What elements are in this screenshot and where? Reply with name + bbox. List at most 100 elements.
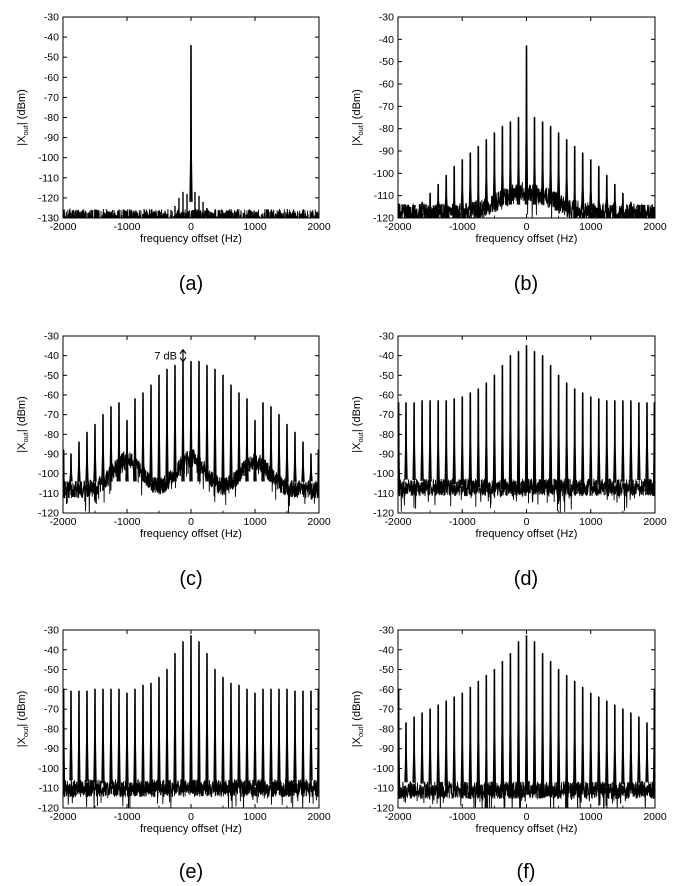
spectral-peak [605, 700, 609, 787]
y-tick-label: -130 [38, 213, 59, 225]
spectral-peak [556, 132, 561, 205]
y-axis-label: |Xout| (dBm) [351, 89, 365, 146]
x-tick-label: -2000 [385, 516, 412, 528]
x-tick-label: 0 [524, 811, 530, 823]
x-axis-label: frequency offset (Hz) [140, 528, 242, 540]
x-tick-label: -1000 [114, 811, 141, 823]
spectral-peak [412, 716, 416, 783]
spectral-peak [221, 676, 225, 790]
y-tick-label: -80 [44, 112, 59, 124]
x-axis-label: frequency offset (Hz) [476, 823, 578, 835]
spectral-peak [468, 686, 472, 789]
spectral-peak [556, 374, 561, 489]
x-tick-label: 2000 [307, 221, 331, 233]
spectral-peak [573, 145, 577, 218]
spectral-peak [293, 690, 297, 782]
spectral-peak [420, 201, 424, 210]
spectral-peak [253, 419, 257, 482]
spectral-peak [420, 712, 424, 784]
spectral-peak [269, 406, 273, 482]
spectral-peak [468, 152, 472, 210]
panel-label-c: (c) [179, 568, 202, 590]
y-tick-label: -50 [379, 664, 394, 676]
x-tick-label: 2000 [643, 221, 667, 233]
spectral-peak [452, 165, 456, 218]
y-axis-label: |Xout| (dBm) [16, 691, 30, 748]
y-tick-label: -30 [44, 331, 59, 343]
y-axis-label-unit: | (dBm) [351, 89, 363, 125]
y-tick-label: -70 [44, 704, 59, 716]
y-tick-label: -90 [44, 449, 59, 461]
spectral-peak [556, 668, 561, 792]
y-tick-label: -100 [38, 763, 59, 775]
x-tick-label: 1000 [579, 221, 603, 233]
spectral-peak [468, 392, 472, 487]
spectral-peak [173, 652, 177, 792]
spectral-peak [444, 174, 448, 209]
y-tick-label: -110 [374, 783, 394, 795]
y-tick-label: -90 [379, 146, 394, 158]
y-axis-label-sub: out [21, 726, 30, 737]
y-tick-label: -70 [379, 704, 394, 716]
spectral-peak [605, 400, 609, 484]
spectral-peak [436, 400, 440, 483]
spectral-peak [428, 400, 432, 482]
y-tick-label: -40 [379, 644, 394, 656]
spectral-peak [613, 183, 617, 209]
spectral-peak [301, 441, 305, 482]
chart-panel-b: -2000 -1000 0 1000 2000 -120 -110 -100 -90 -80 -70… [351, 12, 667, 296]
spectral-peak [420, 400, 424, 481]
spectral-peak [93, 423, 97, 482]
x-axis-label: frequency offset (Hz) [140, 823, 242, 835]
spectral-peak [524, 635, 529, 795]
spectral-peak [436, 183, 440, 209]
y-tick-label: -80 [44, 723, 59, 735]
x-tick-label: 0 [188, 221, 194, 233]
panel-label-e: (e) [179, 861, 203, 883]
x-axis-label: frequency offset (Hz) [476, 528, 578, 540]
x-tick-label: 0 [524, 516, 530, 528]
spectral-peak [460, 396, 464, 486]
y-tick-label: -30 [379, 12, 394, 24]
y-tick-label: -110 [374, 488, 394, 500]
spectral-peak [589, 396, 593, 486]
noise-trace [398, 181, 655, 218]
spectral-peak [141, 392, 145, 482]
spectral-peak [484, 139, 488, 208]
spectral-peak [221, 374, 225, 489]
spectral-peak [125, 692, 129, 786]
noise-trace [63, 208, 319, 218]
y-axis-label-base: |X [351, 135, 363, 146]
spectral-peak [444, 700, 448, 787]
spectral-peak [581, 392, 585, 487]
spectral-peak [261, 402, 265, 482]
spectral-peak [285, 688, 289, 783]
spectral-peak [492, 668, 497, 792]
spectral-peak [293, 431, 297, 483]
spectral-peak [629, 400, 633, 481]
spectral-peak [589, 159, 593, 211]
spectral-peak [404, 722, 408, 783]
y-axis-label: |Xout| (dBm) [351, 691, 365, 748]
spectral-peak [237, 684, 241, 788]
panel-label-d: (d) [514, 568, 538, 590]
y-axis-label-unit: | (dBm) [351, 691, 363, 727]
x-axis-label: frequency offset (Hz) [140, 233, 242, 245]
annotation-arrow-head-up [179, 348, 187, 355]
y-tick-label: -80 [379, 429, 394, 441]
spectral-peak [452, 696, 456, 788]
x-tick-label: -2000 [385, 811, 412, 823]
spectral-peak [205, 364, 209, 482]
y-axis-label-base: |X [351, 442, 363, 453]
noise-trace [398, 780, 655, 808]
y-tick-label: -110 [374, 190, 394, 202]
spectral-peak [197, 360, 201, 482]
x-tick-label: 2000 [307, 811, 331, 823]
spectral-peak [548, 125, 553, 205]
y-axis-label-sub: out [21, 431, 30, 442]
spectral-peak [637, 402, 641, 481]
spectral-peak [197, 641, 201, 793]
noise-trace [398, 477, 655, 513]
y-axis-label-sub: out [356, 726, 365, 737]
y-tick-label: -120 [38, 803, 59, 815]
